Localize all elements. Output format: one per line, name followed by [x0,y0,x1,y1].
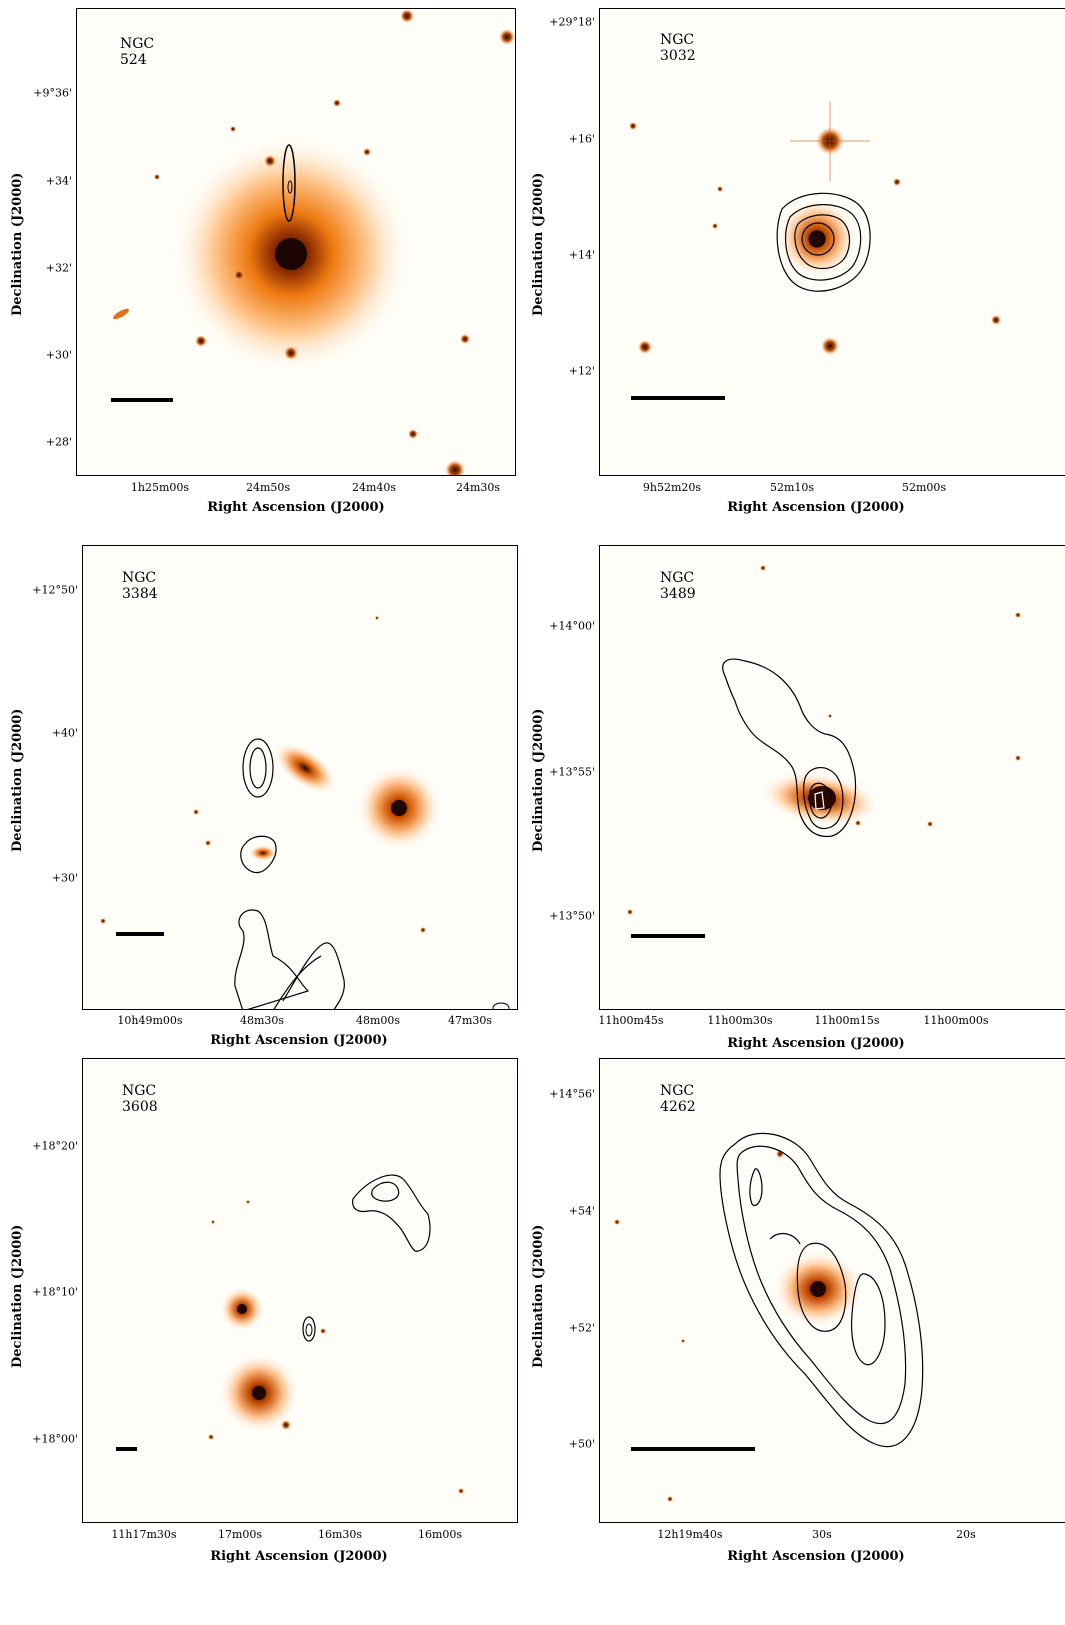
x-axis-label: Right Ascension (J2000) [727,1549,905,1564]
ra-tick-label: 47m30s [447,1014,493,1027]
galaxy-name: NGC 3608 [122,1083,158,1115]
sky-image-ngc3489 [599,545,1065,1010]
ra-tick-label: 48m30s [239,1014,285,1027]
scale-bar [631,1447,755,1451]
y-axis-label: Declination (J2000) [10,172,25,316]
ra-tick-label: 24m40s [351,481,397,494]
dec-tick-label: +18°20' [32,1139,78,1153]
dec-tick-label: +13°50' [549,909,595,923]
dec-tick-label: +32' [45,261,72,275]
ra-tick-label: 24m50s [245,481,291,494]
ra-tick-label: 12h19m40s [657,1528,723,1541]
dec-tick-label: +14' [568,248,595,262]
ra-tick-label: 9h52m20s [642,481,702,494]
ra-tick-label: 16m30s [317,1528,363,1541]
dec-tick-label: +12°50' [32,583,78,597]
scale-bar [111,398,173,402]
ra-tick-label: 11h00m30s [707,1014,773,1027]
y-axis-label: Declination (J2000) [10,1224,25,1368]
dec-tick-label: +29°18' [549,15,595,29]
y-axis-label: Declination (J2000) [531,1224,546,1368]
scale-bar [631,934,705,938]
galaxy-name: NGC 3032 [660,32,696,64]
galaxy-name: NGC 4262 [660,1083,696,1115]
scale-bar [116,1447,137,1451]
dec-tick-label: +16' [568,132,595,146]
dec-tick-label: +52' [568,1321,595,1335]
ra-tick-label: 16m00s [417,1528,463,1541]
ra-tick-label: 1h25m00s [130,481,190,494]
y-axis-label: Declination (J2000) [531,172,546,316]
x-axis-label: Right Ascension (J2000) [727,500,905,515]
ra-tick-label: 48m00s [355,1014,401,1027]
dec-tick-label: +30' [51,871,78,885]
sky-image-ngc3032 [599,8,1065,476]
galaxy-name: NGC 3384 [122,570,158,602]
ra-tick-label: 20s [956,1528,976,1541]
dec-tick-label: +18°00' [32,1432,78,1446]
ra-tick-label: 11h00m00s [923,1014,989,1027]
dec-tick-label: +50' [568,1437,595,1451]
x-axis-label: Right Ascension (J2000) [210,1549,388,1564]
sky-image-ngc3608 [82,1058,518,1523]
dec-tick-label: +13°55' [549,765,595,779]
dec-tick-label: +30' [45,348,72,362]
sky-image-ngc4262 [599,1058,1065,1523]
scale-bar [116,932,164,936]
y-axis-label: Declination (J2000) [531,708,546,852]
dec-tick-label: +34' [45,174,72,188]
x-axis-label: Right Ascension (J2000) [727,1036,905,1051]
ra-tick-label: 11h00m45s [598,1014,664,1027]
scale-bar [631,396,725,400]
ra-tick-label: 10h49m00s [117,1014,183,1027]
dec-tick-label: +18°10' [32,1285,78,1299]
ra-tick-label: 11h00m15s [814,1014,880,1027]
x-axis-label: Right Ascension (J2000) [207,500,385,515]
sky-image-ngc3384 [82,545,518,1010]
ra-tick-label: 30s [812,1528,832,1541]
ra-tick-label: 24m30s [455,481,501,494]
ra-tick-label: 52m10s [769,481,815,494]
ra-tick-label: 11h17m30s [111,1528,177,1541]
galaxy-name: NGC 524 [120,36,155,68]
dec-tick-label: +28' [45,435,72,449]
galaxy-name: NGC 3489 [660,570,696,602]
sky-image-ngc524 [76,8,516,476]
dec-tick-label: +12' [568,364,595,378]
ra-tick-label: 17m00s [217,1528,263,1541]
dec-tick-label: +40' [51,726,78,740]
dec-tick-label: +14°00' [549,619,595,633]
y-axis-label: Declination (J2000) [10,708,25,852]
dec-tick-label: +54' [568,1204,595,1218]
ra-tick-label: 52m00s [901,481,947,494]
x-axis-label: Right Ascension (J2000) [210,1033,388,1048]
dec-tick-label: +14°56' [549,1087,595,1101]
dec-tick-label: +9°36' [33,86,72,100]
